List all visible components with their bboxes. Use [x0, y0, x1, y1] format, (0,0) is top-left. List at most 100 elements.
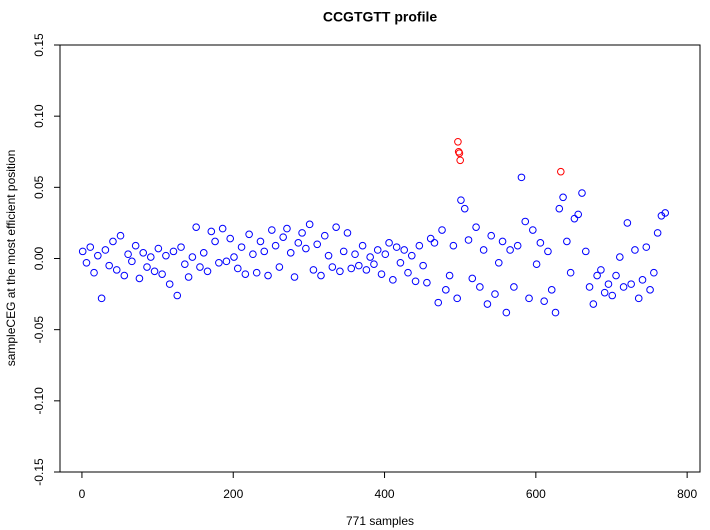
point [162, 251, 170, 260]
point [86, 243, 95, 251]
point [616, 253, 624, 261]
point [196, 263, 204, 271]
point [184, 273, 193, 281]
point [555, 204, 564, 213]
point [347, 264, 356, 273]
point [415, 241, 424, 250]
point [612, 271, 620, 280]
point [453, 294, 461, 303]
y-tick-label: 0.10 [32, 104, 46, 128]
point [328, 263, 337, 271]
y-tick-label: 0.15 [32, 33, 46, 57]
point [317, 271, 325, 280]
point [566, 268, 575, 277]
point [332, 223, 340, 231]
x-axis-label: 771 samples [346, 514, 414, 528]
point [139, 249, 148, 257]
point [286, 249, 295, 257]
point [510, 283, 518, 291]
point [426, 234, 435, 243]
point [181, 260, 189, 268]
point [456, 156, 464, 165]
point [476, 283, 484, 291]
point [653, 229, 662, 237]
point [419, 261, 427, 270]
point [109, 237, 117, 246]
point [454, 147, 463, 156]
point [468, 274, 477, 283]
point [218, 224, 227, 233]
point [358, 241, 367, 250]
point [294, 239, 303, 247]
point [230, 253, 238, 261]
point [407, 251, 416, 260]
point [506, 246, 514, 254]
point [256, 237, 265, 246]
plot-frame [59, 44, 701, 473]
chart-title: CCGTGTT profile [323, 9, 438, 25]
point [237, 243, 246, 251]
point [455, 149, 464, 157]
x-tick-label: 600 [526, 487, 546, 501]
point [165, 280, 174, 288]
point [574, 210, 583, 219]
point [423, 278, 431, 287]
point [207, 227, 216, 236]
point [487, 231, 496, 240]
point [623, 219, 632, 227]
point [173, 291, 182, 300]
point [392, 243, 401, 251]
point [619, 283, 628, 291]
point [593, 271, 601, 280]
point [279, 233, 287, 241]
point [203, 267, 212, 276]
point [557, 167, 565, 176]
point [97, 294, 106, 303]
y-tick-label: -0.10 [32, 387, 46, 415]
point [177, 243, 185, 251]
point [339, 247, 348, 256]
point [305, 220, 314, 229]
point [457, 196, 465, 204]
point [494, 258, 503, 267]
point [642, 243, 651, 251]
point [101, 246, 110, 254]
point [385, 239, 393, 247]
point [377, 270, 386, 278]
y-tick-label: -0.15 [32, 458, 46, 486]
point [646, 286, 654, 294]
point [78, 247, 87, 256]
point [434, 298, 443, 307]
point [222, 257, 231, 266]
point [442, 286, 450, 294]
point [90, 268, 98, 277]
point [150, 267, 159, 276]
point [158, 270, 166, 278]
point [627, 280, 635, 288]
point [283, 224, 291, 233]
point [124, 250, 132, 259]
point [570, 214, 579, 223]
point [298, 229, 306, 237]
point [351, 250, 359, 259]
point [472, 223, 480, 231]
y-tick-label: 0.05 [32, 175, 46, 199]
point [578, 189, 586, 197]
point [249, 250, 257, 259]
point [540, 297, 548, 306]
point [449, 241, 458, 250]
point [264, 271, 272, 280]
point [563, 237, 571, 246]
point [82, 258, 91, 267]
point [460, 204, 469, 213]
x-tick-label: 200 [223, 487, 243, 501]
point [544, 247, 552, 256]
point [389, 276, 397, 284]
point [320, 231, 329, 240]
point [226, 234, 235, 243]
point [94, 251, 102, 260]
point [105, 261, 113, 270]
point [581, 247, 590, 256]
point [131, 241, 140, 250]
point [302, 244, 310, 253]
